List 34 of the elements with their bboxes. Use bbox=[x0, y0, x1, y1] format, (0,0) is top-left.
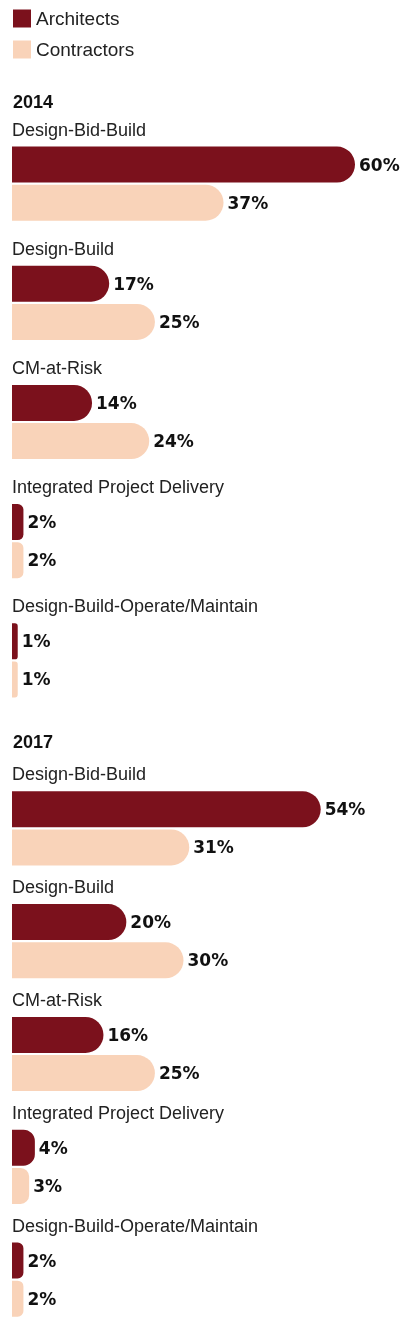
data-label: 20% bbox=[130, 912, 172, 933]
data-label: 17% bbox=[113, 273, 154, 294]
y-tick-label: Integrated Project Delivery bbox=[12, 477, 225, 498]
data-label: 2% bbox=[27, 1288, 57, 1309]
data-label: 1% bbox=[21, 669, 51, 690]
chart-title: 2017 bbox=[13, 732, 54, 752]
y-tick-label: CM-at-Risk bbox=[12, 358, 103, 378]
data-label: 37% bbox=[227, 192, 269, 213]
data-label: 4% bbox=[38, 1137, 68, 1158]
data-label: 31% bbox=[193, 837, 234, 858]
data-label: 2% bbox=[27, 550, 57, 571]
data-label: 2% bbox=[27, 512, 57, 533]
data-label: 2% bbox=[27, 1250, 57, 1271]
data-label: 25% bbox=[158, 311, 200, 332]
data-label: 14% bbox=[96, 392, 137, 413]
y-tick-label: Design-Build bbox=[12, 877, 115, 898]
data-label: 30% bbox=[187, 950, 229, 971]
y-tick-label: Design-Build-Operate/Maintain bbox=[12, 596, 259, 617]
legend-label: Architects bbox=[36, 8, 120, 29]
y-tick-label: Design-Bid-Build bbox=[12, 119, 147, 140]
y-tick-label: CM-at-Risk bbox=[12, 990, 103, 1010]
y-tick-label: Integrated Project Delivery bbox=[12, 1102, 225, 1123]
chart-title: 2014 bbox=[13, 92, 54, 112]
legend-label: Contractors bbox=[36, 39, 135, 60]
y-tick-label: Design-Bid-Build bbox=[12, 764, 147, 785]
y-tick-label: Design-Build-Operate/Maintain bbox=[12, 1215, 259, 1236]
data-label: 25% bbox=[158, 1063, 200, 1084]
data-label: 54% bbox=[324, 799, 366, 820]
data-label: 16% bbox=[107, 1024, 149, 1045]
data-label: 24% bbox=[153, 431, 194, 452]
data-label: 60% bbox=[359, 154, 400, 175]
data-label: 1% bbox=[21, 631, 51, 652]
y-tick-label: Design-Build bbox=[12, 238, 115, 259]
data-label: 3% bbox=[33, 1175, 63, 1196]
